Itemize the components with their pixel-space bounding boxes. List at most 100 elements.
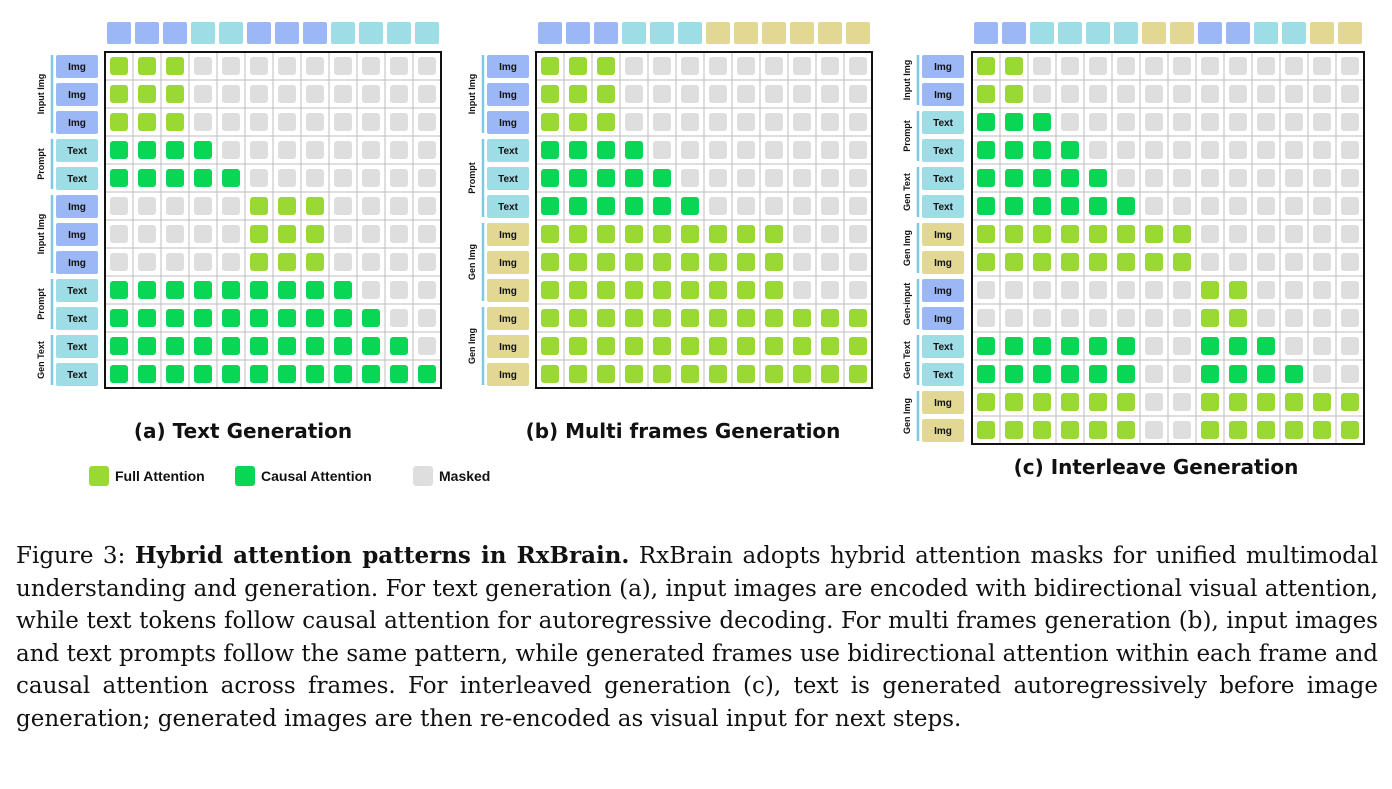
top-token-img [247, 22, 271, 44]
attention-cell [569, 365, 587, 383]
attention-cell [541, 57, 559, 75]
attention-cell [653, 309, 671, 327]
top-token-text [219, 22, 243, 44]
attention-cell [1285, 281, 1303, 299]
attention-cell [1257, 169, 1275, 187]
attention-cell [709, 337, 727, 355]
attention-cell [1173, 281, 1191, 299]
attention-cell [1033, 253, 1051, 271]
attention-cell [250, 113, 268, 131]
group-label: Prompt [36, 288, 46, 320]
attention-cell [681, 85, 699, 103]
panel-caption: (c) Interleave Generation [1014, 455, 1299, 479]
top-token-gen [762, 22, 786, 44]
attention-cell [1313, 309, 1331, 327]
attention-cell [1229, 337, 1247, 355]
row-label-box [487, 83, 529, 106]
row-label: Text [933, 118, 953, 129]
legend-swatch [89, 466, 109, 486]
attention-cell [765, 197, 783, 215]
attention-cell [1033, 421, 1051, 439]
row-label-box [487, 111, 529, 134]
group-label: Gen Img [467, 328, 477, 364]
attention-cell [222, 85, 240, 103]
row-label: Img [934, 90, 952, 101]
attention-cell [334, 281, 352, 299]
top-token-img [538, 22, 562, 44]
attention-cell [222, 141, 240, 159]
attention-cell [821, 225, 839, 243]
attention-cell [1313, 393, 1331, 411]
attention-cell [1033, 225, 1051, 243]
attention-cell [1033, 309, 1051, 327]
attention-cell [1173, 57, 1191, 75]
row-label: Img [68, 258, 86, 269]
attention-cell [1061, 309, 1079, 327]
top-token-img [163, 22, 187, 44]
attention-cell [541, 113, 559, 131]
attention-cell [653, 337, 671, 355]
top-token-img [275, 22, 299, 44]
attention-cell [1117, 253, 1135, 271]
figure-caption: Figure 3: Hybrid attention patterns in R… [16, 540, 1378, 735]
attention-cell [653, 169, 671, 187]
attention-cell [1229, 281, 1247, 299]
attention-cell [1089, 225, 1107, 243]
attention-cell [1341, 309, 1359, 327]
attention-cell [1061, 365, 1079, 383]
attention-cell [362, 309, 380, 327]
attention-cell [1061, 57, 1079, 75]
attention-cell [793, 225, 811, 243]
attention-cell [138, 169, 156, 187]
attention-cell [1201, 309, 1219, 327]
attention-cell [222, 57, 240, 75]
attention-cell [1033, 197, 1051, 215]
attention-cell [1313, 113, 1331, 131]
row-label: Text [67, 342, 87, 353]
top-token-gen [790, 22, 814, 44]
attention-cell [1341, 57, 1359, 75]
top-token-gen [1310, 22, 1334, 44]
attention-cell [138, 281, 156, 299]
attention-cell [653, 57, 671, 75]
attention-cell [110, 365, 128, 383]
attention-cell [625, 225, 643, 243]
attention-cell [278, 169, 296, 187]
attention-cell [597, 85, 615, 103]
attention-cell [681, 57, 699, 75]
attention-cell [194, 57, 212, 75]
attention-cell [138, 85, 156, 103]
attention-cell [1229, 57, 1247, 75]
attention-cell [821, 169, 839, 187]
attention-cell [166, 309, 184, 327]
attention-cell [334, 169, 352, 187]
row-label: Img [499, 230, 517, 241]
attention-cell [569, 141, 587, 159]
attention-cell [1201, 113, 1219, 131]
attention-cell [597, 225, 615, 243]
attention-cell [250, 225, 268, 243]
attention-cell [709, 281, 727, 299]
attention-cell [1033, 169, 1051, 187]
attention-cell [1341, 421, 1359, 439]
attention-cell [569, 57, 587, 75]
attention-cell [1005, 281, 1023, 299]
attention-cell [793, 309, 811, 327]
attention-cell [1285, 337, 1303, 355]
legend-swatch [413, 466, 433, 486]
attention-cell [1033, 141, 1051, 159]
attention-cell [194, 141, 212, 159]
attention-cell [625, 141, 643, 159]
attention-cell [1341, 393, 1359, 411]
attention-cell [977, 337, 995, 355]
attention-cell [1341, 337, 1359, 355]
attention-cell [1089, 281, 1107, 299]
attention-cell [362, 225, 380, 243]
attention-cell [793, 365, 811, 383]
attention-cell [977, 253, 995, 271]
attention-cell [709, 309, 727, 327]
attention-cell [1145, 85, 1163, 103]
attention-cell [977, 421, 995, 439]
panel-caption: (a) Text Generation [134, 419, 352, 443]
attention-cell [1145, 57, 1163, 75]
